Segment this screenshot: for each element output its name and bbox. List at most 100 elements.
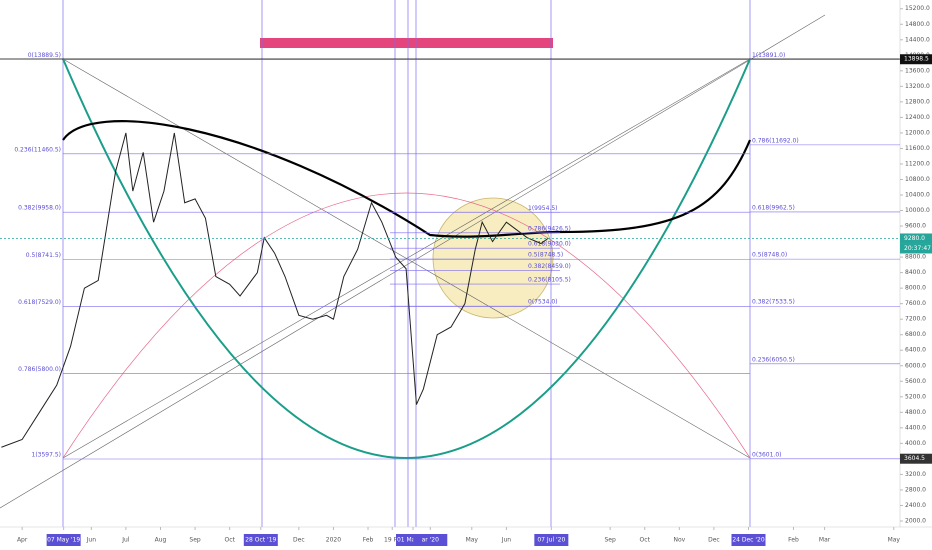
y-tick-label: 3200.0 <box>905 471 926 478</box>
y-tick-label: 2800.0 <box>905 486 926 493</box>
countdown-badge <box>900 243 932 254</box>
x-tick-label: Aug <box>155 537 167 544</box>
x-tick-label: Dec <box>293 537 305 544</box>
x-tick-label: Oct <box>224 537 235 544</box>
x-tick-badge <box>46 534 81 546</box>
y-tick-label: 13200.0 <box>905 83 930 90</box>
fib-label: 0(7534.0) <box>528 299 558 306</box>
fib-label: 0.5(8741.5) <box>26 252 61 259</box>
y-tick-label: 14800.0 <box>905 21 930 28</box>
fib-label: 0(13889.5) <box>28 52 61 59</box>
fib-label: 0.618(9962.5) <box>752 204 795 211</box>
price-badge <box>900 453 932 464</box>
y-tick-label: 8800.0 <box>905 254 926 261</box>
x-tick-badge <box>534 534 569 546</box>
x-tick-label: Jun <box>86 537 97 544</box>
fib-label: 0.618(7529.0) <box>18 299 61 306</box>
x-tick-label: Nov <box>673 537 685 544</box>
x-tick-label: 01 Mar '20 <box>397 537 429 544</box>
x-tick-label: 19 Fe <box>384 537 401 544</box>
fib-label: 0.382(7533.5) <box>752 299 795 306</box>
y-tick-label: 7200.0 <box>905 316 926 323</box>
fib-label: 0.618(9030.0) <box>528 241 571 248</box>
y-tick-label: 9600.0 <box>905 223 926 230</box>
x-tick-label: Sep <box>604 537 616 544</box>
fib-label: 1(13891.0) <box>752 52 785 59</box>
x-tick-label: 2020 <box>326 537 341 544</box>
y-tick-label: 10400.0 <box>905 192 930 199</box>
y-tick-label: 4400.0 <box>905 424 926 431</box>
y-tick-label: 5600.0 <box>905 378 926 385</box>
y-tick-label: 8000.0 <box>905 285 926 292</box>
y-tick-label: 14400.0 <box>905 36 930 43</box>
fib-label: 0.382(8459.0) <box>528 263 571 270</box>
y-tick-label: 2400.0 <box>905 502 926 509</box>
drawings <box>0 0 932 528</box>
y-tick-label: 4800.0 <box>905 409 926 416</box>
x-tick-label: Dec <box>708 537 720 544</box>
y-tick-label: 2000.0 <box>905 517 926 524</box>
fib-label: 1(3597.5) <box>32 451 62 458</box>
y-tick-label: 6000.0 <box>905 362 926 369</box>
countdown-label: 20:37:47 <box>904 245 931 252</box>
fib-label: 0.786(9426.5) <box>528 225 571 232</box>
vertical-lines <box>62 0 751 527</box>
x-tick-label: May <box>466 537 479 544</box>
y-tick-label: 6800.0 <box>905 331 926 338</box>
fib-label: 0.786(11692.0) <box>752 137 799 144</box>
price-badge-label: 13898.5 <box>904 56 929 63</box>
price-badge <box>900 54 932 65</box>
y-tick-label: 10000.0 <box>905 207 930 214</box>
x-tick-badge <box>243 534 278 546</box>
y-tick-label: 12800.0 <box>905 98 930 105</box>
x-tick-label: Sep <box>189 537 201 544</box>
y-tick-label: 4000.0 <box>905 440 926 447</box>
trend-lines <box>0 14 826 509</box>
fib-label: 0.5(8748.5) <box>528 252 563 259</box>
x-tick-label: 24 Dec '20 <box>732 537 765 544</box>
price-badge-label: 9280.0 <box>904 235 925 242</box>
x-tick-label: Apr <box>17 537 28 544</box>
y-tick-label: 10800.0 <box>905 176 930 183</box>
y-tick-label: 12400.0 <box>905 114 930 121</box>
fib-label: 0(3601.0) <box>752 451 782 458</box>
fib-label: 0.382(9958.0) <box>18 205 61 212</box>
circle <box>432 197 554 319</box>
arc <box>62 192 751 459</box>
y-tick-label: 8400.0 <box>905 269 926 276</box>
price-line <box>1 132 549 448</box>
fib-label: 0.5(8748.0) <box>752 252 787 259</box>
y-tick-label: 13600.0 <box>905 67 930 74</box>
fib-label: 0.236(11460.5) <box>14 146 61 153</box>
fib-label: 0.236(6050.5) <box>752 356 795 363</box>
x-tick-label: Mar <box>819 537 831 544</box>
y-tick-label: 11600.0 <box>905 145 930 152</box>
x-tick-label: 07 Jul '20 <box>537 537 565 544</box>
y-tick-label: 6400.0 <box>905 347 926 354</box>
x-tick-label: May <box>888 537 901 544</box>
projection-curve <box>62 120 752 238</box>
price-badge <box>900 233 932 244</box>
x-tick-label: Feb <box>363 537 374 544</box>
fib-label: 1(9954.5) <box>528 205 558 212</box>
x-tick-label: Feb <box>788 537 799 544</box>
y-tick-label: 15200.0 <box>905 5 930 12</box>
y-tick-label: 11200.0 <box>905 160 930 167</box>
x-tick-label: 07 May '19 <box>47 537 80 544</box>
x-tick-label: Oct <box>640 537 651 544</box>
y-tick-label: 7600.0 <box>905 300 926 307</box>
x-tick-label: 28 Oct '19 <box>245 537 276 544</box>
x-tick-label: Jun <box>501 537 512 544</box>
parabola <box>62 58 751 459</box>
y-tick-label: 12000.0 <box>905 129 930 136</box>
x-tick-badge <box>413 534 448 546</box>
x-tick-badge <box>731 534 766 546</box>
x-tick-label: Jul <box>121 537 130 544</box>
highlight-bar <box>260 38 553 48</box>
y-tick-label: 5200.0 <box>905 393 926 400</box>
x-tick-label: ar '20 <box>422 537 440 544</box>
fib-label: 0.786(5800.0) <box>18 366 61 373</box>
price-badge-label: 3604.5 <box>904 455 925 462</box>
fib-label: 0.236(8105.5) <box>528 277 571 284</box>
